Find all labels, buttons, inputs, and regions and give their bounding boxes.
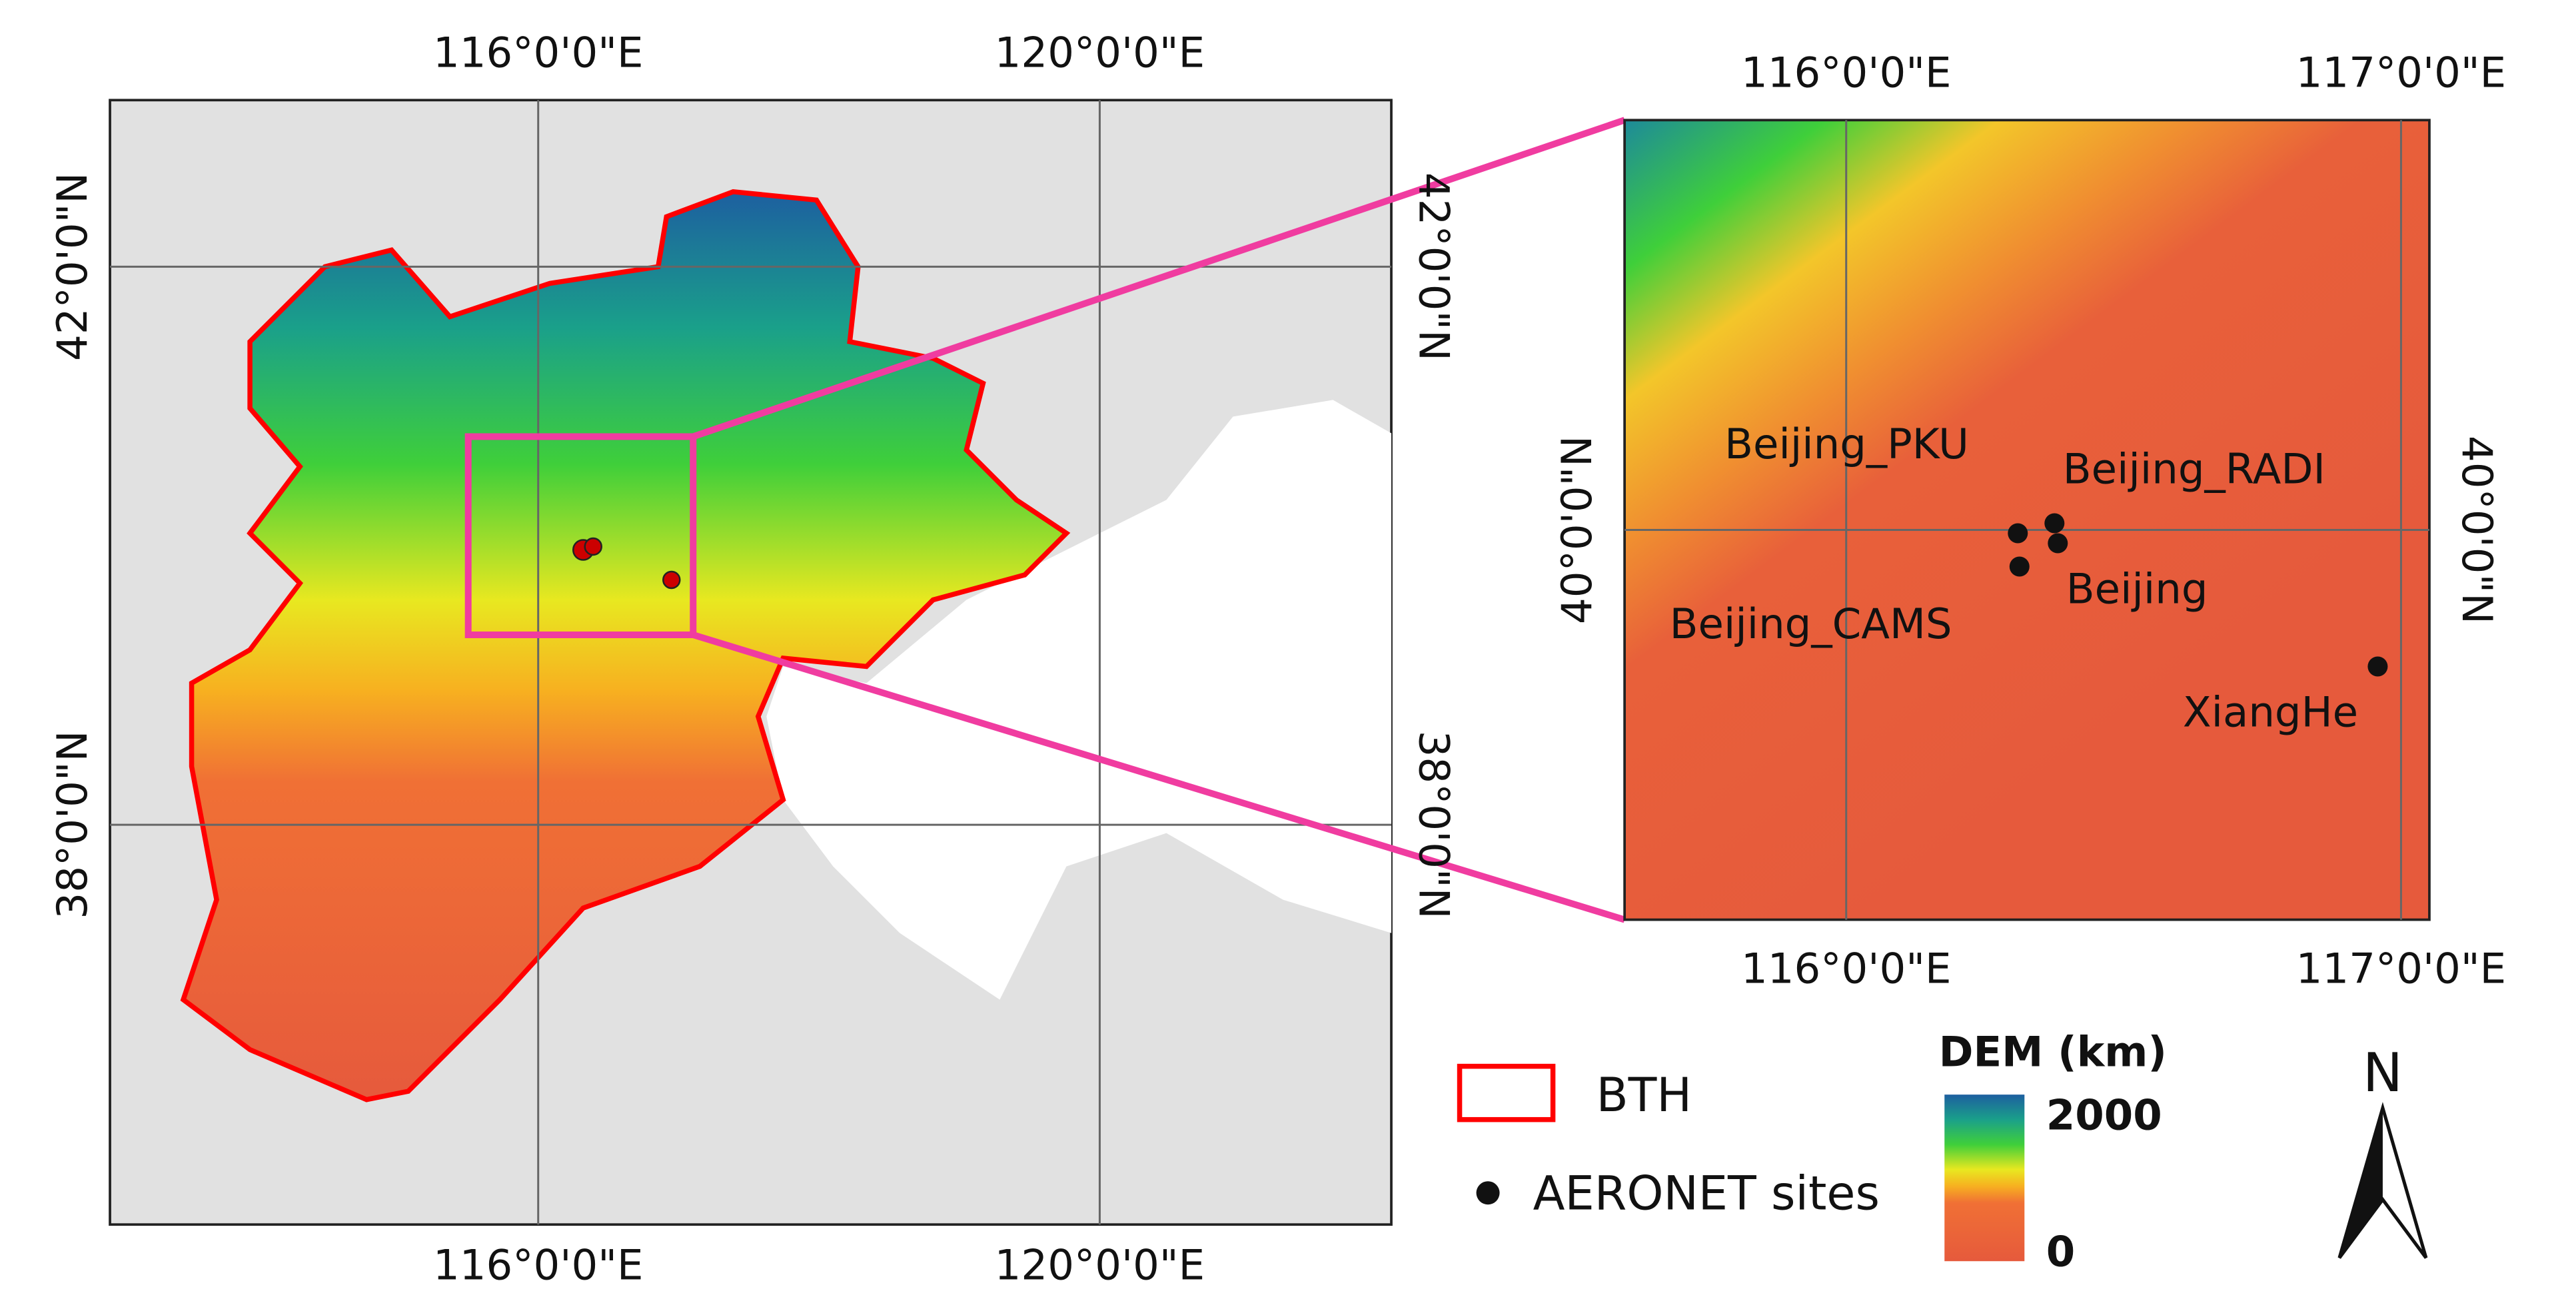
site-marker	[584, 537, 602, 556]
legend-label: BTH	[1597, 1068, 1692, 1122]
lat-label: 42°0'0"N	[1410, 173, 1459, 361]
bth-region	[180, 189, 1071, 1102]
north-label: N	[2363, 1042, 2403, 1104]
lon-label: 116°0'0"E	[433, 28, 644, 77]
site-label: Beijing_PKU	[1724, 420, 1969, 468]
legend-label: AERONET sites	[1533, 1166, 1880, 1221]
colorbar-label: 2000	[2046, 1091, 2162, 1140]
lon-label: 117°0'0"E	[2296, 945, 2507, 993]
graticule	[110, 100, 1392, 1225]
site-marker	[2044, 513, 2065, 534]
lon-label: 116°0'0"E	[1741, 945, 1952, 993]
zoom-line	[692, 632, 1626, 923]
lat-label: 40°0'0"N	[2453, 436, 2501, 624]
sea	[766, 400, 1392, 1000]
lon-label: 120°0'0"E	[995, 28, 1205, 77]
site-marker	[662, 570, 681, 590]
lat-label: 40°0'0"N	[1553, 436, 1601, 624]
site-marker	[2048, 533, 2068, 554]
north-arrow	[2339, 1108, 2383, 1258]
colorbar-title: DEM (km)	[1939, 1028, 2167, 1077]
colorbar	[1944, 1094, 2025, 1262]
legend-swatch	[1457, 1063, 1556, 1122]
site-label: Beijing_RADI	[2063, 444, 2325, 493]
site-label: Beijing_CAMS	[1670, 600, 1952, 648]
lon-label: 120°0'0"E	[995, 1241, 1205, 1290]
lon-label: 116°0'0"E	[433, 1241, 644, 1290]
lon-label: 116°0'0"E	[1741, 48, 1952, 97]
lat-label: 42°0'0"N	[48, 173, 97, 361]
site-marker	[2367, 656, 2388, 677]
site-label: XiangHe	[2183, 688, 2358, 737]
zoom-box	[464, 433, 697, 638]
colorbar-label: 0	[2046, 1228, 2076, 1276]
lat-label: 38°0'0"N	[1410, 731, 1459, 919]
site-marker	[2008, 523, 2028, 544]
lon-label: 117°0'0"E	[2296, 48, 2507, 97]
zoom-line	[692, 117, 1626, 440]
inset-frame	[1623, 119, 2431, 921]
site-label: Beijing	[2066, 564, 2208, 613]
site-marker	[2009, 556, 2030, 577]
lat-label: 38°0'0"N	[48, 731, 97, 919]
legend-swatch	[1476, 1181, 1500, 1205]
